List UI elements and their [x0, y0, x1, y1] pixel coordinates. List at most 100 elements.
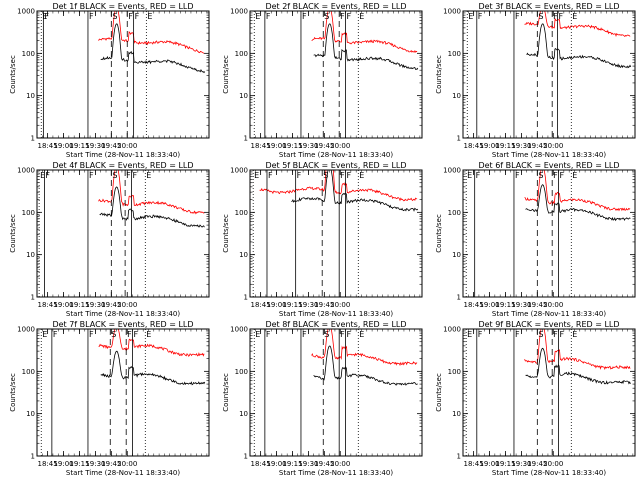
events-series	[291, 170, 419, 212]
marker-label: F	[558, 12, 563, 21]
x-tick-label: 19:45	[101, 460, 121, 468]
panel-title: Det 6f BLACK = Events, RED = LLD	[478, 161, 619, 170]
marker-label: E	[147, 12, 152, 21]
marker-label: F	[128, 12, 133, 21]
x-tick-label: 18:45	[251, 142, 271, 150]
x-axis-label: Start Time (28-Nov-11 18:33:40)	[279, 151, 393, 159]
marker-label: F	[347, 330, 352, 339]
x-tick-label: 19:15	[495, 460, 515, 468]
marker-label: F	[134, 330, 139, 339]
events-series	[99, 186, 205, 228]
x-tick-label: 19:30	[511, 460, 531, 468]
x-tick-label: 19:45	[527, 301, 547, 309]
x-tick-label: 18:45	[38, 301, 58, 309]
marker-label: E	[359, 12, 364, 21]
x-axis-label: Start Time (28-Nov-11 18:33:40)	[492, 310, 606, 318]
events-series	[525, 184, 631, 222]
y-tick-label: 10	[239, 410, 248, 418]
marker-label: E	[255, 12, 260, 21]
marker-label: S	[111, 330, 116, 339]
plot-frame	[36, 10, 210, 139]
lld-series	[98, 329, 205, 357]
marker-label: E	[40, 171, 45, 180]
detector-panel-4: Det 4f BLACK = Events, RED = LLD 1 10 100 10…	[9, 161, 210, 318]
marker-label: F	[560, 171, 565, 180]
marker-label: F	[135, 12, 140, 21]
marker-label: F	[89, 12, 94, 21]
x-tick-label: 19:15	[495, 142, 515, 150]
y-tick-label: 1000	[17, 326, 35, 334]
marker-label: E	[146, 330, 151, 339]
marker-label: F	[340, 12, 345, 21]
x-tick-label: 19:00	[479, 301, 499, 309]
marker-label: F	[89, 171, 94, 180]
marker-label: F	[553, 12, 558, 21]
y-axis-label: Counts/sec	[9, 373, 17, 412]
y-tick-label: 1000	[230, 326, 248, 334]
x-tick-label: 18:45	[251, 301, 271, 309]
marker-label: E	[42, 330, 47, 339]
x-axis-label: Start Time (28-Nov-11 18:33:40)	[66, 310, 180, 318]
marker-label: S	[112, 12, 117, 21]
events-series	[100, 350, 206, 386]
y-tick-label: 10	[452, 410, 461, 418]
panel-title: Det 4f BLACK = Events, RED = LLD	[52, 161, 193, 170]
marker-label: S	[324, 330, 329, 339]
y-axis-label: Counts/sec	[222, 55, 230, 94]
x-tick-label: 19:00	[479, 460, 499, 468]
y-tick-label: 100	[448, 368, 461, 376]
x-tick-label: 19:00	[53, 142, 73, 150]
events-series	[526, 23, 632, 69]
x-tick-label: 19:45	[527, 460, 547, 468]
x-tick-label: 19:15	[282, 460, 302, 468]
y-tick-label: 100	[448, 50, 461, 58]
events-series	[525, 347, 631, 385]
x-tick-label: 19:45	[314, 301, 334, 309]
panel-title: Det 7f BLACK = Events, RED = LLD	[52, 320, 193, 329]
marker-label: F	[340, 171, 345, 180]
marker-label: F	[476, 171, 481, 180]
y-axis-label: Counts/sec	[222, 214, 230, 253]
marker-label: F	[297, 171, 302, 180]
y-tick-label: 100	[22, 209, 35, 217]
y-tick-label: 1000	[443, 167, 461, 175]
x-tick-label: 20:00	[330, 301, 350, 309]
marker-label: E	[359, 330, 364, 339]
y-tick-label: 1000	[17, 167, 35, 175]
marker-label: F	[126, 171, 131, 180]
x-tick-label: 20:00	[543, 142, 563, 150]
panel-title: Det 9f BLACK = Events, RED = LLD	[478, 320, 619, 329]
y-tick-label: 10	[26, 92, 35, 100]
y-tick-label: 100	[22, 368, 35, 376]
marker-label: F	[127, 330, 132, 339]
marker-label: F	[53, 330, 58, 339]
lld-series	[98, 170, 205, 215]
detector-panel-8: Det 8f BLACK = Events, RED = LLD 1 10 100 10…	[222, 320, 423, 477]
marker-label: E	[146, 171, 151, 180]
y-tick-label: 100	[235, 209, 248, 217]
marker-label: E	[254, 171, 259, 180]
x-tick-label: 20:00	[330, 142, 350, 150]
marker-label: S	[538, 12, 543, 21]
y-axis-label: Counts/sec	[9, 214, 17, 253]
y-tick-label: 1000	[17, 8, 35, 16]
y-tick-label: 1	[244, 294, 248, 302]
x-tick-label: 19:30	[85, 142, 105, 150]
plot-frame	[249, 169, 423, 298]
y-tick-label: 1	[457, 135, 461, 143]
x-tick-label: 19:45	[314, 142, 334, 150]
panel-title: Det 5f BLACK = Events, RED = LLD	[265, 161, 406, 170]
lld-series	[311, 11, 418, 53]
y-tick-label: 10	[26, 251, 35, 259]
x-tick-label: 19:30	[511, 142, 531, 150]
marker-label: S	[112, 171, 117, 180]
marker-label: F	[266, 12, 271, 21]
marker-label: F	[132, 171, 137, 180]
x-tick-label: 19:30	[85, 460, 105, 468]
x-tick-label: 19:15	[69, 142, 89, 150]
y-tick-label: 100	[235, 368, 248, 376]
x-axis-label: Start Time (28-Nov-11 18:33:40)	[279, 310, 393, 318]
x-tick-label: 19:00	[266, 301, 286, 309]
lld-series	[311, 329, 418, 367]
y-axis-label: Counts/sec	[435, 373, 443, 412]
